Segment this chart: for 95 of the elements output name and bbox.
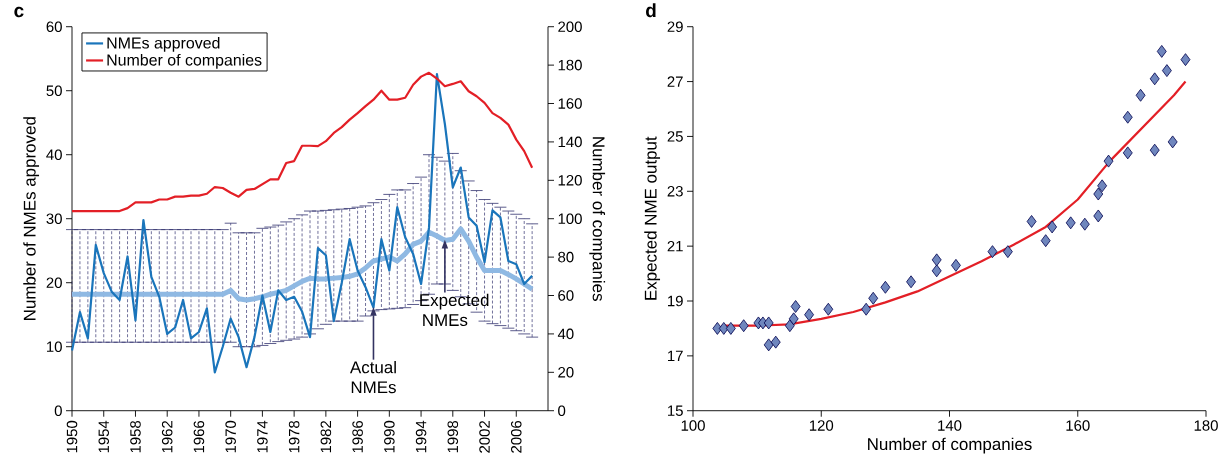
y-tick-label: 20 bbox=[46, 277, 62, 289]
y2-tick-label: 120 bbox=[558, 175, 582, 186]
point bbox=[1047, 220, 1058, 234]
point bbox=[1097, 179, 1108, 193]
y2-tick-label: 80 bbox=[558, 251, 574, 263]
x-tick-label: 1970 bbox=[225, 420, 236, 453]
y-axis-title: Expected NME output bbox=[644, 136, 661, 300]
y-tick-label: 15 bbox=[668, 405, 683, 417]
y2-tick-label: 160 bbox=[558, 98, 582, 109]
x-tick-label: 160 bbox=[1066, 420, 1090, 431]
point bbox=[1093, 209, 1104, 223]
x-tick-label: 1986 bbox=[352, 421, 363, 453]
point bbox=[1180, 53, 1191, 67]
x-tick-label: 1958 bbox=[130, 421, 141, 453]
point bbox=[1079, 217, 1090, 231]
y-tick-label: 30 bbox=[46, 213, 62, 225]
point bbox=[790, 300, 801, 314]
chart-title: c bbox=[14, 6, 24, 18]
point bbox=[868, 292, 879, 305]
point bbox=[1122, 110, 1133, 124]
point bbox=[987, 245, 998, 259]
point bbox=[763, 316, 774, 330]
point bbox=[1156, 45, 1167, 58]
point bbox=[784, 319, 795, 333]
annotation: Expected NMEs bbox=[420, 293, 489, 327]
y2-tick-label: 40 bbox=[557, 328, 574, 340]
x-tick-label: 120 bbox=[809, 420, 834, 431]
y-tick-label: 17 bbox=[668, 350, 683, 362]
point bbox=[718, 322, 729, 335]
point bbox=[1149, 72, 1160, 86]
point bbox=[1026, 215, 1037, 228]
point bbox=[738, 319, 749, 333]
x-tick-label: 1954 bbox=[98, 420, 110, 453]
y2-tick-label: 60 bbox=[558, 290, 574, 301]
x-tick-label: 180 bbox=[1194, 420, 1218, 431]
x-tick-label: 140 bbox=[938, 420, 962, 431]
y-tick-label: 60 bbox=[46, 21, 62, 33]
x-tick-label: 1966 bbox=[193, 421, 205, 453]
chart-title: d bbox=[646, 3, 656, 18]
point bbox=[1103, 154, 1114, 168]
legend-label: NMEs approved bbox=[107, 37, 220, 52]
x-tick-label: 1974 bbox=[257, 420, 268, 453]
y-tick-label: 10 bbox=[47, 341, 62, 353]
point bbox=[1002, 245, 1013, 259]
y-tick-label: 0 bbox=[54, 405, 62, 417]
point bbox=[906, 275, 916, 289]
point bbox=[1167, 135, 1178, 149]
y2-tick-label: 180 bbox=[558, 59, 582, 71]
x-tick-label: 1950 bbox=[66, 420, 78, 453]
y-tick-label: 21 bbox=[667, 241, 683, 252]
x-tick-label: 1982 bbox=[320, 421, 332, 453]
point bbox=[1093, 187, 1104, 201]
x-tick-label: 2006 bbox=[510, 421, 522, 453]
x-tick-label: 1978 bbox=[288, 421, 300, 453]
y-tick-label: 27 bbox=[667, 76, 683, 87]
y2-tick-label: 100 bbox=[558, 213, 582, 225]
y-axis-title: Number of NMEs approved bbox=[23, 117, 40, 321]
point bbox=[763, 338, 774, 352]
x-axis-title: Number of companies bbox=[868, 437, 1032, 454]
x-tick-label: 1990 bbox=[384, 420, 395, 453]
y2-tick-label: 20 bbox=[558, 367, 574, 378]
y2-tick-label: 200 bbox=[558, 21, 582, 33]
y-tick-label: 50 bbox=[46, 85, 62, 97]
point bbox=[804, 308, 814, 322]
point bbox=[861, 302, 872, 316]
x-tick-label: 1998 bbox=[447, 421, 459, 453]
y2-tick-label: 140 bbox=[558, 136, 582, 148]
x-tick-label: 2002 bbox=[479, 421, 490, 453]
point bbox=[823, 302, 834, 316]
point bbox=[951, 259, 961, 272]
point bbox=[1135, 89, 1146, 102]
y-tick-label: 40 bbox=[46, 149, 62, 161]
x-tick-label: 1962 bbox=[161, 421, 173, 453]
point bbox=[931, 264, 942, 278]
y-tick-label: 19 bbox=[668, 295, 683, 307]
y-tick-label: 29 bbox=[667, 21, 683, 33]
y-tick-label: 25 bbox=[667, 131, 683, 142]
x-tick-label: 1994 bbox=[415, 420, 427, 453]
point bbox=[725, 322, 736, 335]
legend-label: Number of companies bbox=[107, 54, 262, 69]
point bbox=[880, 281, 891, 294]
y-tick-label: 23 bbox=[667, 186, 683, 197]
point bbox=[788, 312, 799, 326]
annotation: Actual NMEs bbox=[349, 361, 396, 394]
point bbox=[1065, 216, 1076, 230]
x-tick-label: 100 bbox=[681, 420, 705, 431]
point bbox=[1161, 64, 1172, 78]
point bbox=[1149, 143, 1160, 157]
line-series bbox=[70, 73, 534, 374]
point bbox=[770, 335, 781, 349]
point bbox=[1040, 234, 1051, 248]
point bbox=[931, 253, 942, 267]
y2-tick-label: 0 bbox=[558, 405, 566, 417]
point bbox=[1122, 146, 1133, 160]
y2-axis-title: Number of companies bbox=[589, 137, 606, 302]
